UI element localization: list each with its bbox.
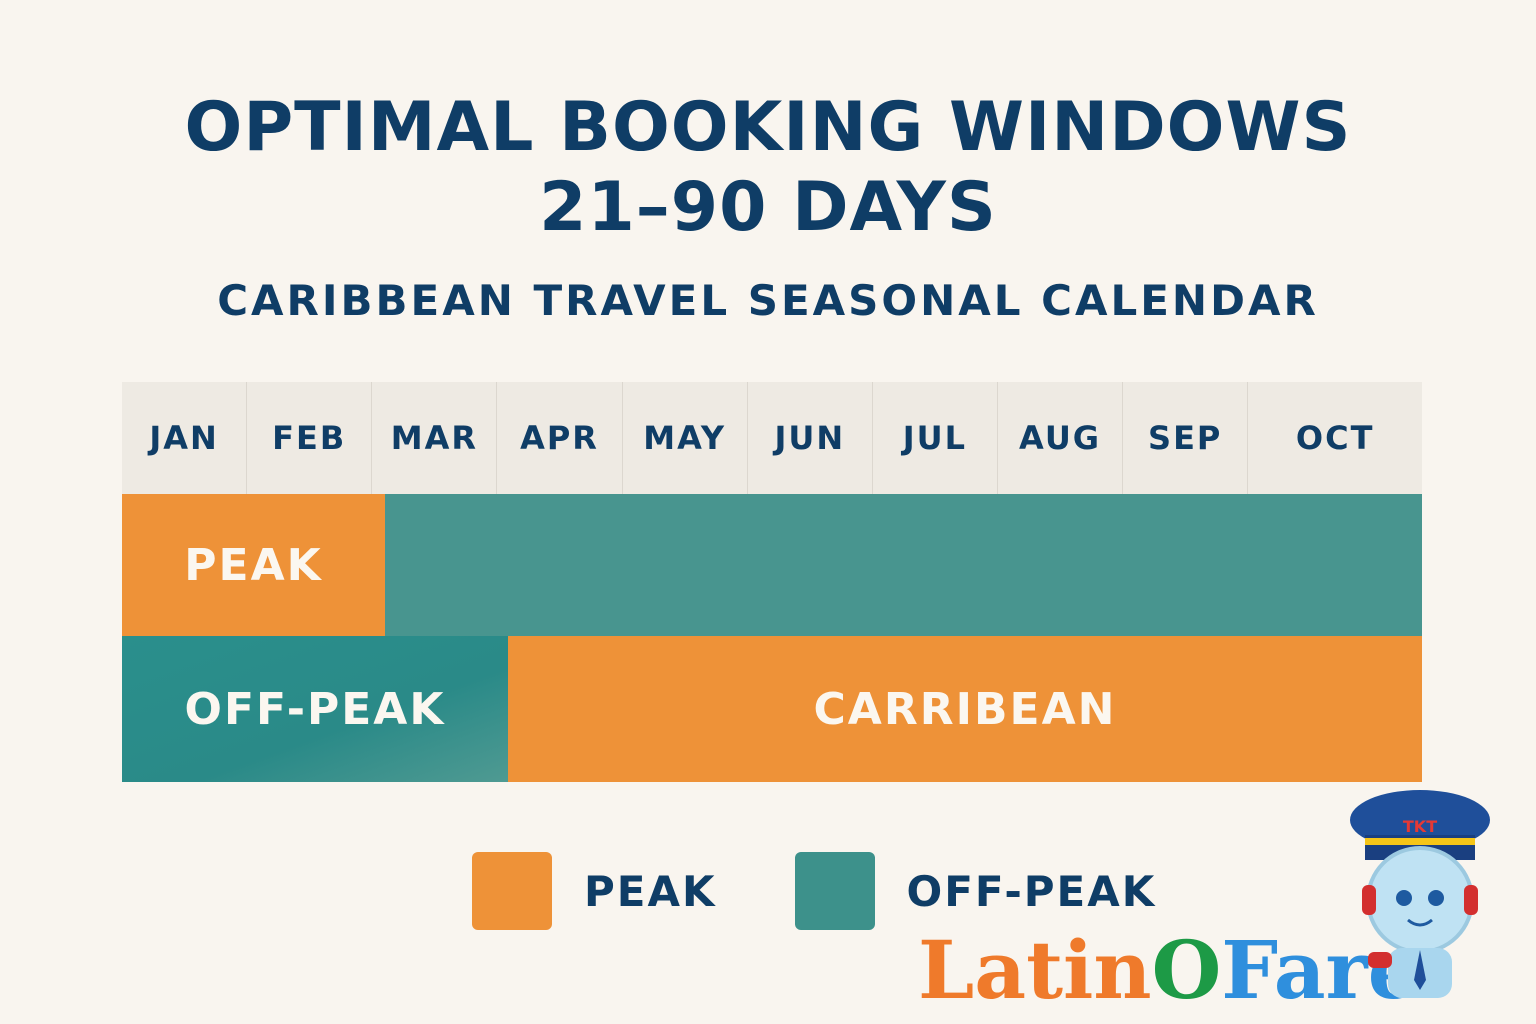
off-peak-bar: OFF-PEAK xyxy=(122,636,508,782)
month-jan: JAN xyxy=(122,382,248,494)
month-jul: JUL xyxy=(873,382,998,494)
month-header: JAN FEB MAR APR MAY JUN JUL AUG SEP OCT xyxy=(122,382,1422,494)
off-peak-swatch xyxy=(794,852,875,930)
legend-off-peak-label: OFF-PEAK xyxy=(906,866,1157,916)
month-apr: APR xyxy=(497,382,623,494)
season-row-1: PEAK xyxy=(122,494,1422,636)
month-jun: JUN xyxy=(748,382,873,494)
month-aug: AUG xyxy=(998,382,1124,494)
svg-text:TKT: TKT xyxy=(1403,817,1437,836)
seasonal-calendar: JAN FEB MAR APR MAY JUN JUL AUG SEP OCT … xyxy=(122,382,1422,782)
logo-swirl-icon: O xyxy=(1151,923,1222,1017)
latinofare-logo: LatinOFare xyxy=(918,920,1419,1020)
legend: PEAK OFF-PEAK xyxy=(472,852,1156,930)
off-peak-bar xyxy=(385,494,1422,636)
subtitle: CARIBBEAN TRAVEL SEASONAL CALENDAR xyxy=(217,276,1319,325)
month-may: MAY xyxy=(623,382,748,494)
peak-swatch xyxy=(472,852,552,930)
month-oct: OCT xyxy=(1295,419,1375,457)
month-mar: MAR xyxy=(372,382,498,494)
month-feb: FEB xyxy=(247,382,373,494)
title-line-2: 21–90 DAYS xyxy=(539,168,997,247)
month-sep: SEP xyxy=(1123,382,1249,494)
pilot-mascot-icon: TKT xyxy=(1350,790,1490,998)
legend-peak-label: PEAK xyxy=(584,866,717,916)
title-line-1: OPTIMAL BOOKING WINDOWS xyxy=(184,88,1352,167)
caribbean-peak-bar: CARRIBEAN xyxy=(508,636,1422,782)
season-row-2: OFF-PEAK CARRIBEAN xyxy=(122,636,1422,782)
peak-bar: PEAK xyxy=(122,494,385,636)
logo-latin: Latin xyxy=(918,923,1152,1017)
